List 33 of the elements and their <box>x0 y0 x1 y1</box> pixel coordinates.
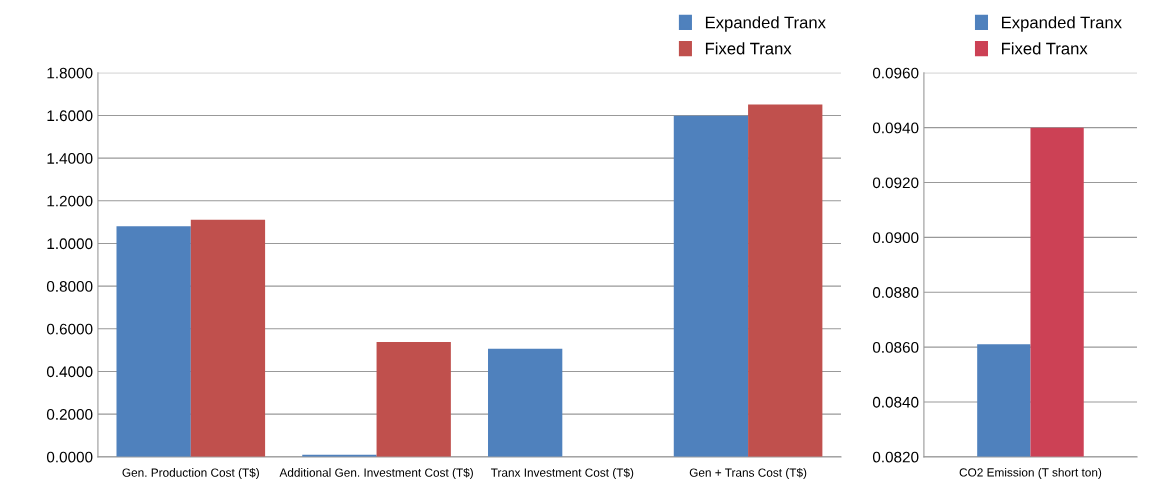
bar <box>376 342 451 457</box>
legend-label: Fixed Tranx <box>705 42 792 55</box>
x-tick-label: Gen. Production Cost (T$) <box>122 467 259 480</box>
x-tick-label: Gen + Trans Cost (T$) <box>689 467 807 480</box>
bar <box>190 219 266 457</box>
y-tick-label: 1.2000 <box>47 195 93 207</box>
y-tick-label: 0.0900 <box>872 232 919 244</box>
y-tick-label: 0.4000 <box>46 366 93 378</box>
y-tick-label: 1.0000 <box>47 238 93 250</box>
x-tick-label: Additional Gen. Investment Cost (T$) <box>279 467 473 480</box>
x-tick-label: Tranx Investment Cost (T$) <box>490 467 634 480</box>
y-tick-label: 0.6000 <box>46 323 93 335</box>
y-tick-label: 0.0940 <box>872 122 919 134</box>
legend-label: Expanded Tranx <box>705 16 826 32</box>
y-tick-label: 1.4000 <box>47 153 93 164</box>
y-tick-label: 0.0820 <box>872 451 919 463</box>
y-tick-label: 0.0920 <box>872 177 919 189</box>
bar <box>488 348 563 457</box>
y-tick-label: 0.0960 <box>872 67 919 79</box>
bar <box>748 104 823 457</box>
y-tick-label: 0.0000 <box>46 451 93 463</box>
y-tick-label: 0.8000 <box>46 281 93 292</box>
x-tick-label: CO2 Emission (T short ton) <box>959 467 1102 479</box>
bar <box>116 226 191 457</box>
y-tick-label: 0.0840 <box>872 396 919 408</box>
legend-label: Expanded Tranx <box>1002 16 1122 32</box>
legend-label: Fixed Tranx <box>1002 42 1088 55</box>
y-tick-label: 0.0860 <box>872 341 919 353</box>
y-tick-label: 0.0880 <box>872 287 919 298</box>
y-tick-label: 0.2000 <box>46 409 93 420</box>
bar <box>673 115 749 457</box>
y-tick-label: 1.6000 <box>47 110 93 122</box>
y-tick-label: 1.8000 <box>47 67 93 79</box>
